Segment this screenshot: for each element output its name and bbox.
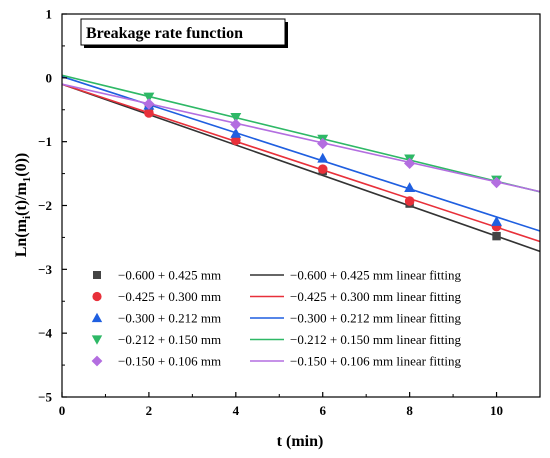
data-point-s5-3 xyxy=(230,118,242,131)
fit-line-2 xyxy=(61,83,541,243)
fit-line-1 xyxy=(61,83,541,253)
y-tick-label: 0 xyxy=(46,70,53,85)
data-point-s1-6 xyxy=(492,231,501,241)
title-box xyxy=(80,18,286,46)
y-tick-label: −3 xyxy=(38,262,52,277)
x-tick-label: 0 xyxy=(59,403,66,418)
data-point-s5-6 xyxy=(490,176,503,189)
legend-marker-3 xyxy=(91,312,103,323)
x-tick-label: 8 xyxy=(406,403,413,418)
y-tick-label: −1 xyxy=(38,134,52,149)
y-tick-label: −4 xyxy=(38,326,52,341)
y-tick-label: −2 xyxy=(38,198,52,213)
data-point-s4-3 xyxy=(230,113,242,123)
legend-fit-label-2: −0.425 + 0.300 mm linear fitting xyxy=(290,289,462,304)
x-axis-title: t (min) xyxy=(277,433,324,450)
x-tick-label: 4 xyxy=(233,403,240,418)
legend-label-3: −0.300 + 0.212 mm xyxy=(118,311,221,326)
data-point-s2-2 xyxy=(144,108,154,118)
data-point-s2-4 xyxy=(317,164,328,174)
y-title-part: Ln(m xyxy=(13,218,30,257)
legend-marker-4 xyxy=(91,335,103,345)
y-title-sub: 1 xyxy=(21,177,33,183)
data-point-s3-6 xyxy=(491,215,503,226)
legend-fit-label-5: −0.150 + 0.106 mm linear fitting xyxy=(290,354,462,369)
data-point-s3-5 xyxy=(404,182,416,192)
y-title-part: (0)) xyxy=(13,153,30,177)
y-tick-label: 1 xyxy=(46,7,53,22)
fit-line-5 xyxy=(61,83,541,193)
legend: −0.600 + 0.425 mm −0.600 + 0.425 mm linea… xyxy=(91,268,462,369)
legend-marker-1 xyxy=(93,271,101,279)
y-title-sub: i xyxy=(21,216,33,219)
legend-marker-5 xyxy=(91,355,103,367)
legend-fit-label-4: −0.212 + 0.150 mm linear fitting xyxy=(290,332,462,347)
legend-label-1: −0.600 + 0.425 mm xyxy=(118,268,221,283)
legend-marker-2 xyxy=(92,291,102,302)
y-title-part: (t)/m xyxy=(13,182,30,216)
data-point-s5-2 xyxy=(143,98,155,110)
plot-area xyxy=(61,74,541,253)
x-tick-label: 6 xyxy=(319,403,326,418)
data-point-s3-3 xyxy=(230,127,242,138)
x-tick-label: 2 xyxy=(146,403,153,418)
y-tick-label: −5 xyxy=(38,390,52,405)
y-axis-title: Ln(mi(t)/m1(0)) xyxy=(13,153,33,258)
chart-title: Breakage rate function xyxy=(86,25,243,42)
legend-label-2: −0.425 + 0.300 mm xyxy=(118,289,221,304)
data-point-s5-5 xyxy=(403,157,416,170)
fit-line-4 xyxy=(61,74,541,193)
legend-fit-label-3: −0.300 + 0.212 mm linear fitting xyxy=(290,311,462,326)
data-point-s3-4 xyxy=(317,152,329,163)
data-point-s2-5 xyxy=(404,196,415,206)
data-point-s5-4 xyxy=(317,137,329,150)
legend-fit-label-1: −0.600 + 0.425 mm linear fitting xyxy=(290,268,462,283)
x-tick-label: 10 xyxy=(490,403,503,418)
data-point-s4-2 xyxy=(143,92,155,103)
legend-label-5: −0.150 + 0.106 mm xyxy=(118,354,221,369)
legend-label-4: −0.212 + 0.150 mm xyxy=(118,332,221,347)
chart-title-box: Breakage rate function xyxy=(80,18,288,48)
data-point-s2-3 xyxy=(231,135,241,146)
